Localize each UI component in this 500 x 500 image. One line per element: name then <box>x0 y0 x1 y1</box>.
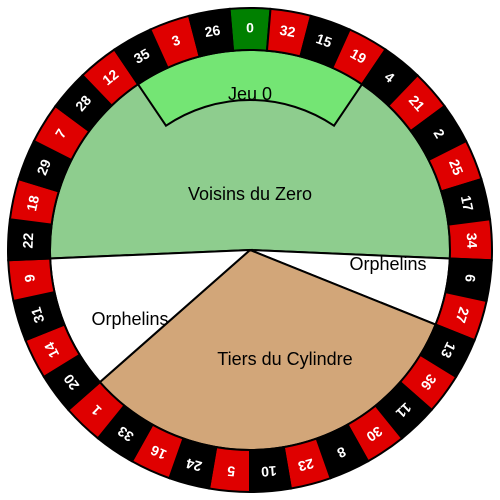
number-22: 22 <box>20 232 37 248</box>
number-0: 0 <box>246 20 254 36</box>
label-orphelins-left: Orphelins <box>91 309 168 329</box>
number-10: 10 <box>260 463 277 480</box>
number-32: 32 <box>279 22 297 40</box>
roulette-wheel: 0321519421225173462713361130823105241633… <box>0 0 500 500</box>
label-voisins: Voisins du Zero <box>188 184 312 204</box>
number-5: 5 <box>226 463 235 480</box>
number-34: 34 <box>464 232 481 248</box>
label-jeu0: Jeu 0 <box>228 84 272 104</box>
number-26: 26 <box>203 22 221 40</box>
label-orphelins-right: Orphelins <box>349 254 426 274</box>
label-tiers: Tiers du Cylindre <box>217 349 352 369</box>
sectors-group <box>50 50 450 450</box>
